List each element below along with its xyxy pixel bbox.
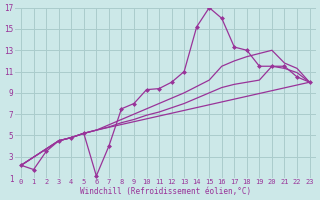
X-axis label: Windchill (Refroidissement éolien,°C): Windchill (Refroidissement éolien,°C)	[80, 187, 251, 196]
